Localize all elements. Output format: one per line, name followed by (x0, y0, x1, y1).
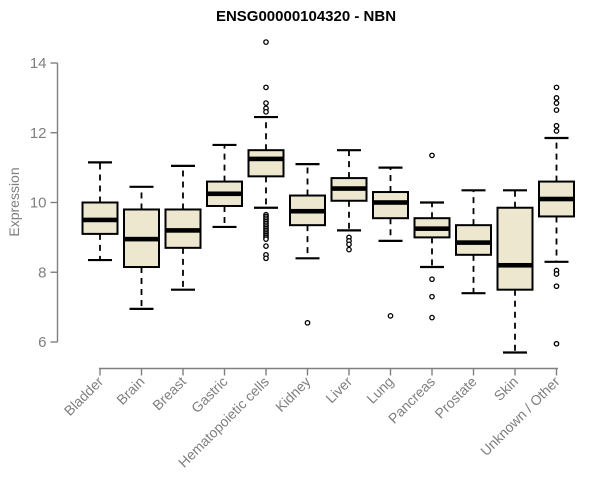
median-line (331, 186, 367, 191)
outlier-point (553, 340, 560, 347)
x-tick-label: Lung (363, 373, 396, 406)
box-skin (496, 206, 534, 291)
y-tick-label: 12 (30, 125, 47, 142)
outlier-point (553, 95, 560, 101)
box-prostate (455, 224, 492, 256)
outlier-point (553, 122, 560, 129)
median-line (414, 226, 450, 231)
outlier-point (304, 319, 311, 326)
outlier-point (263, 100, 269, 106)
outlier-point (346, 246, 352, 253)
outlier-point (553, 128, 560, 134)
median-line (456, 240, 491, 245)
outlier-point (553, 271, 560, 277)
outlier-point (387, 312, 394, 319)
y-tick-label: 14 (30, 55, 47, 72)
outlier-point (263, 255, 269, 262)
median-line (207, 191, 242, 197)
y-tick-label: 8 (38, 264, 46, 281)
outlier-point (263, 84, 269, 91)
median-line (124, 236, 159, 242)
x-tick-label: Bladder (61, 373, 107, 419)
median-line (373, 200, 408, 205)
y-tick-label: 10 (30, 195, 47, 212)
outlier-point (263, 108, 269, 115)
x-tick-label: Unknown / Other (477, 373, 563, 459)
outlier-point (263, 236, 269, 242)
outlier-point (346, 241, 352, 248)
x-tick-label: Skin (491, 373, 522, 404)
x-tick-label: Prostate (431, 373, 479, 421)
outlier-point (429, 314, 435, 321)
x-tick-label: Kidney (272, 373, 314, 415)
outlier-point (429, 152, 435, 159)
outlier-point (429, 293, 435, 300)
median-line (539, 196, 574, 202)
outlier-point (553, 107, 560, 113)
median-line (290, 208, 325, 214)
outlier-point (553, 84, 560, 91)
outlier-point (553, 283, 560, 290)
box-hematopoietic-cells (247, 149, 285, 178)
x-tick-label: Brain (113, 373, 147, 407)
outlier-point (429, 276, 435, 283)
y-tick-label: 6 (38, 334, 46, 351)
outlier-point (553, 100, 560, 106)
x-tick-label: Liver (322, 373, 355, 406)
x-tick-label: Breast (149, 373, 189, 413)
median-line (82, 217, 118, 223)
median-line (497, 262, 533, 268)
outlier-point (263, 243, 269, 249)
median-line (165, 228, 201, 233)
median-line (248, 156, 284, 162)
box-lung (372, 191, 409, 220)
chart-title: ENSG00000104320 - NBN (215, 8, 397, 25)
outlier-point (263, 39, 269, 45)
